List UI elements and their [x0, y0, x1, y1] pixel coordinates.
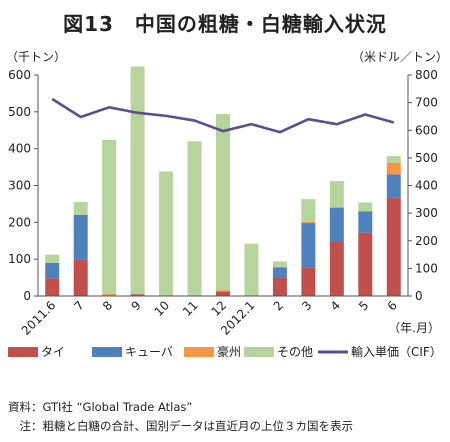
right-tick-label: 0 [415, 289, 423, 303]
left-tick-label: 600 [8, 68, 31, 82]
bar-1-4 [130, 294, 145, 296]
bar-1-1 [45, 278, 60, 296]
bar-1-7 [216, 291, 230, 296]
bar-2-12 [358, 211, 373, 233]
x-tick-label: 11 [180, 298, 201, 319]
right-tick-label: 200 [415, 234, 438, 248]
axes-group: 0 100 200 300 400 500 600 0 100 200 300 400 500 600 70… [8, 68, 438, 303]
x-tick-label: 3 [299, 298, 314, 313]
left-tick-label: 200 [8, 215, 31, 229]
x-axis-label: （年.月） [388, 321, 440, 335]
legend-label: タイ [41, 345, 65, 359]
legend-swatch [8, 347, 38, 357]
bar-1-11 [329, 241, 344, 296]
x-tick-label: 6 [385, 298, 400, 313]
bar-4-9 [272, 261, 287, 268]
footnote: 注：粗糖と白糖の合計、国別データは直近月の上位３カ国を表示 [8, 419, 353, 433]
bar-4-13 [386, 156, 401, 163]
legend-label: 輸入単価（CIF） [351, 344, 442, 359]
bar-2-1 [45, 262, 60, 279]
right-tick-label: 600 [415, 123, 438, 137]
bar-2-10 [301, 223, 316, 268]
legend: タイ キューバ 豪州 その他 輸入単価（CIF） [8, 344, 442, 359]
bar-4-10 [301, 199, 316, 222]
x-tick-label: 7 [72, 298, 87, 313]
x-tick-label: 9 [128, 298, 143, 313]
chart-svg: （千トン） （米ドル／トン） 0 100 200 300 400 500 600 0 100 20… [6, 50, 448, 359]
bar-1-13 [386, 197, 401, 296]
right-axis-unit: （米ドル／トン） [352, 50, 448, 64]
bar-4-11 [329, 181, 344, 208]
legend-label: 豪州 [217, 344, 241, 359]
x-tick-label: 10 [151, 298, 172, 319]
bar-4-4 [130, 66, 145, 295]
left-tick-label: 300 [8, 179, 31, 193]
left-tick-label: 100 [8, 252, 31, 266]
bar-3-13 [386, 162, 401, 175]
bar-3-7 [216, 290, 230, 292]
bar-4-5 [159, 171, 174, 296]
bar-4-12 [358, 202, 373, 212]
legend-label: キューバ [125, 345, 173, 359]
x-tick-label: 4 [328, 298, 343, 313]
right-tick-label: 300 [415, 206, 438, 220]
bar-2-9 [272, 267, 287, 278]
bar-4-8 [244, 243, 259, 296]
bar-2-11 [329, 207, 344, 242]
legend-swatch [184, 347, 214, 357]
bar-2-2 [73, 214, 88, 260]
legend-label: その他 [277, 345, 313, 359]
x-tick-label: 2011.6 [19, 298, 59, 338]
bar-1-12 [358, 232, 373, 296]
bar-4-3 [102, 139, 117, 294]
bar-4-6 [187, 141, 202, 296]
bar-1-10 [301, 267, 316, 296]
bar-group [45, 66, 401, 296]
price-line [51, 97, 395, 134]
bar-4-1 [45, 254, 60, 263]
bar-3-3 [102, 293, 117, 296]
legend-swatch [244, 347, 274, 357]
right-tick-label: 400 [415, 179, 438, 193]
notes: 資料：GTI社 “Global Trade Atlas” 注：粗糖と白糖の合計、… [8, 398, 353, 436]
left-tick-label: 500 [8, 105, 31, 119]
x-tick-label: 2 [271, 298, 286, 313]
left-tick-label: 0 [23, 289, 31, 303]
source-note: 資料：GTI社 “Global Trade Atlas” [8, 400, 193, 414]
figure-title: 図13 中国の粗糖・白糖輸入状況 [63, 12, 387, 36]
bar-1-9 [272, 277, 287, 296]
legend-swatch [92, 347, 122, 357]
left-tick-label: 400 [8, 142, 31, 156]
right-tick-label: 100 [415, 261, 438, 275]
bar-2-13 [386, 174, 401, 198]
bar-4-2 [73, 202, 88, 215]
line-group [51, 97, 395, 134]
x-tick-label: 5 [356, 298, 371, 313]
left-axis-unit: （千トン） [6, 50, 66, 64]
bar-3-10 [301, 221, 316, 224]
right-tick-label: 500 [415, 151, 438, 165]
bar-1-2 [73, 259, 88, 296]
right-tick-label: 800 [415, 68, 438, 82]
right-tick-label: 700 [415, 96, 438, 110]
x-tick-label: 8 [100, 298, 115, 313]
x-tick-label: 12 [208, 298, 229, 319]
bar-4-7 [216, 114, 230, 291]
